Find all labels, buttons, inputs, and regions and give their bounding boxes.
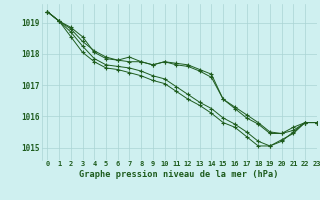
X-axis label: Graphe pression niveau de la mer (hPa): Graphe pression niveau de la mer (hPa) xyxy=(79,170,279,179)
